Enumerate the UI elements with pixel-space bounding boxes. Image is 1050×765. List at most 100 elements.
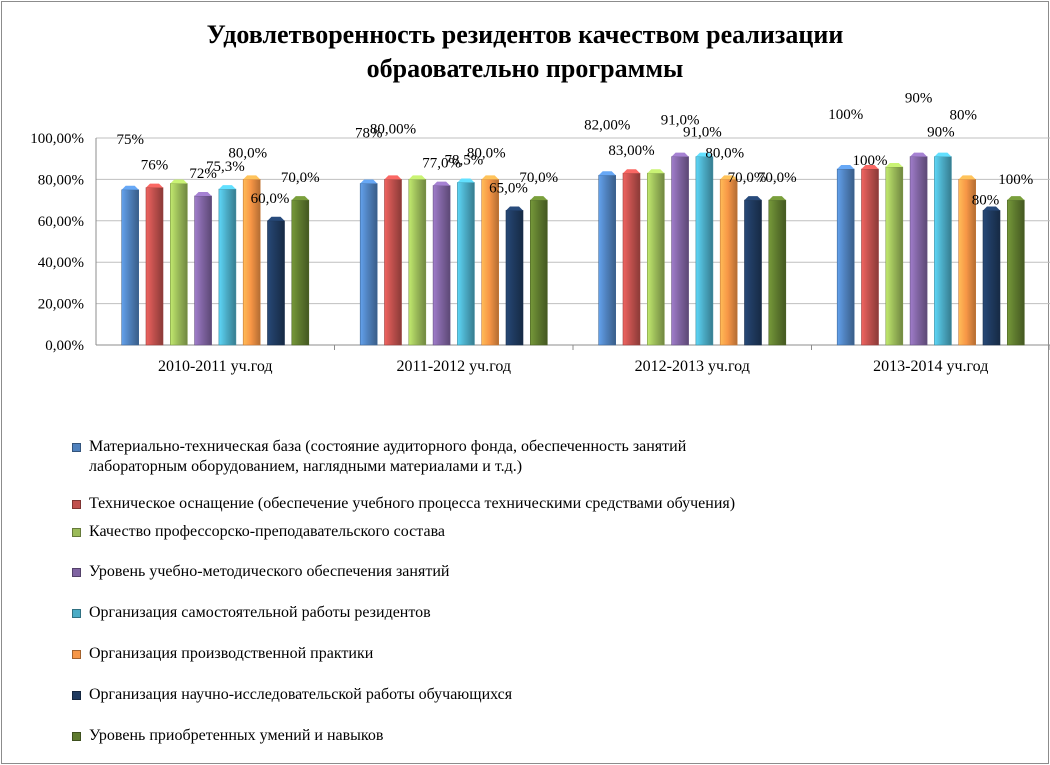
bar-top (121, 185, 139, 190)
bar (719, 179, 738, 346)
bar-top (384, 175, 402, 180)
legend-label: Организация научно-исследовательской раб… (89, 686, 513, 703)
bar-top (457, 178, 475, 183)
legend-swatch (72, 443, 81, 452)
bar (291, 199, 310, 346)
bar-top (360, 179, 378, 184)
data-label: 70,0% (519, 170, 558, 186)
data-label: 75% (116, 132, 144, 148)
legend-swatch (72, 528, 81, 537)
bar-top (243, 175, 261, 180)
data-label: 100% (853, 153, 888, 169)
bar-top (194, 191, 212, 196)
bar (359, 183, 378, 346)
data-label: 70,0% (758, 170, 797, 186)
bar (646, 172, 665, 346)
bar-top (958, 175, 976, 180)
bar-top (267, 216, 285, 221)
bar-top (170, 179, 188, 184)
chart-plot: 0,00% 20,00% 40,00% 60,00% 80,00% 100,00% 2010… (30, 91, 1050, 375)
bar (170, 183, 188, 346)
legend-label: Уровень приобретенных умений и навыков (89, 727, 384, 744)
x-tick-label: 2013-2014 уч.год (873, 358, 988, 375)
bar (744, 199, 762, 346)
bar-top (433, 181, 451, 186)
bar-top (506, 206, 523, 211)
bar (505, 210, 524, 346)
y-tick-label: 0,00% (45, 338, 84, 354)
bar-top (695, 152, 713, 157)
y-tick-label: 80,00% (38, 172, 84, 188)
bar-top (671, 152, 689, 157)
data-label: 91,0% (683, 125, 722, 141)
bar (481, 179, 500, 346)
data-label: 82,00% (584, 117, 630, 133)
bar (622, 172, 641, 346)
legend-label: Качество профессорско-преподавательского… (89, 523, 446, 540)
y-tick-label: 40,00% (38, 255, 84, 271)
bar-top (481, 175, 499, 180)
bar (695, 156, 714, 346)
bar (121, 189, 139, 346)
chart-title-line: Удовлетворенность резидентов качеством р… (206, 20, 844, 49)
data-label: 80,0% (705, 145, 744, 161)
data-label: 77,0% (422, 156, 461, 172)
bar (145, 187, 164, 346)
bar (598, 174, 617, 346)
bar-top (861, 165, 879, 170)
data-label: 80% (972, 192, 1000, 208)
data-label: 80,00% (370, 121, 416, 137)
bar-top (530, 196, 548, 201)
legend-swatch (72, 650, 81, 659)
bar-top (744, 196, 762, 201)
bar-top (934, 152, 952, 157)
bar (432, 185, 451, 346)
y-tick-label: 100,00% (30, 131, 84, 147)
chart-title: Удовлетворенность резидентов качеством р… (0, 18, 1050, 86)
y-tick-label: 60,00% (38, 214, 84, 230)
legend-swatch (72, 500, 81, 509)
data-label: 70,0% (281, 170, 320, 186)
legend-label: Организация самостоятельной работы резид… (89, 604, 431, 621)
x-tick-label: 2012-2013 уч.год (635, 358, 750, 375)
data-label: 65,0% (489, 180, 528, 196)
bar-top (1007, 196, 1025, 201)
data-label: 91,0% (661, 113, 700, 129)
data-label: 90% (905, 91, 933, 107)
bar (671, 156, 689, 346)
bar-top (768, 196, 786, 201)
data-label: 80,0% (228, 145, 267, 161)
legend-label: Техническое оснащение (обеспечение учебн… (89, 495, 736, 512)
bar (982, 210, 1001, 346)
data-label: 90% (927, 125, 955, 141)
bar (457, 182, 475, 346)
data-label: 70,0% (728, 170, 767, 186)
bar (836, 168, 855, 346)
bar (909, 156, 928, 346)
bar-top (983, 206, 1000, 211)
legend-swatch (72, 732, 81, 741)
data-label: 100% (998, 172, 1033, 188)
bar (267, 220, 285, 346)
bar (529, 199, 548, 346)
data-label: 80,0% (467, 145, 506, 161)
data-label: 78,5% (445, 153, 484, 169)
x-tick-label: 2011-2012 уч.год (396, 358, 511, 375)
legend-label: Организация производственной практики (89, 645, 374, 662)
legend-label: Уровень учебно-методического обеспечения… (89, 563, 450, 580)
bar-top (291, 196, 309, 201)
bar-top (910, 152, 928, 157)
data-label: 80% (949, 107, 977, 123)
bar (384, 179, 402, 346)
bar-top (408, 175, 426, 180)
bar (408, 179, 427, 346)
bar-top (837, 165, 855, 170)
bar (768, 199, 787, 346)
legend-swatch (72, 691, 81, 700)
bar (194, 195, 212, 346)
bar (218, 188, 237, 346)
bar-top (598, 171, 616, 176)
data-label: 60,0% (251, 191, 290, 207)
bar-top (885, 162, 903, 167)
